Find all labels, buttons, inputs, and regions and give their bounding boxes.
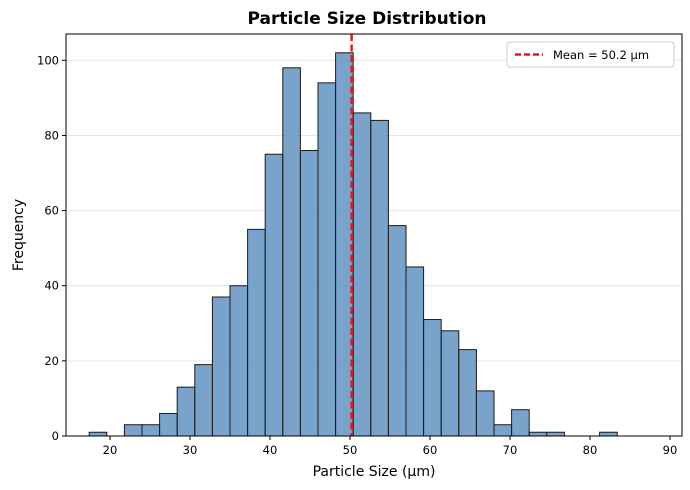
x-tick-label: 20: [103, 443, 118, 457]
x-tick-label: 30: [183, 443, 198, 457]
x-tick-label: 70: [503, 443, 518, 457]
histogram-bar: [229, 285, 249, 437]
y-tick-label: 20: [44, 354, 59, 368]
x-tick-label: 50: [343, 443, 358, 457]
histogram-bar: [370, 119, 389, 437]
histogram-bar: [405, 266, 425, 437]
y-axis-ticks: 0 20 40 60 80 100: [37, 53, 66, 443]
histogram-bar: [546, 431, 565, 437]
histogram-bar: [423, 319, 442, 437]
histogram-bar: [88, 431, 108, 437]
histogram-bar: [317, 82, 337, 437]
histogram-bar: [282, 67, 301, 437]
histogram-bar: [264, 153, 284, 437]
plot-frame: [65, 33, 683, 437]
x-axis-ticks: 20 30 40 50 60 70 80 90: [103, 436, 678, 457]
y-tick-label: 60: [44, 204, 59, 218]
histogram-bar: [475, 390, 495, 437]
histogram-bar: [599, 431, 618, 437]
histogram-bar: [211, 296, 231, 437]
histogram-bar: [528, 431, 548, 437]
histogram-bar: [440, 330, 460, 437]
x-axis-label: Particle Size (µm): [313, 464, 436, 480]
histogram-bars: [88, 52, 618, 437]
histogram-bar: [123, 424, 143, 437]
histogram-bar: [176, 386, 196, 437]
histogram-bar: [458, 349, 477, 437]
y-tick-label: 0: [52, 429, 59, 443]
histogram-bar: [493, 424, 513, 437]
histogram-bar: [299, 149, 319, 437]
legend: Mean = 50.2 µm: [506, 41, 675, 68]
histogram-bar: [247, 228, 266, 437]
legend-mean-label: Mean = 50.2 µm: [553, 48, 649, 62]
x-tick-label: 40: [263, 443, 278, 457]
chart-title: Particle Size Distribution: [248, 9, 487, 29]
legend-box: [506, 41, 675, 68]
histogram-bar: [141, 424, 161, 437]
histogram-bar: [387, 225, 407, 437]
histogram-bar: [352, 112, 372, 437]
x-tick-label: 80: [583, 443, 598, 457]
x-tick-label: 90: [663, 443, 678, 457]
y-tick-label: 40: [44, 279, 59, 293]
y-axis-label: Frequency: [11, 199, 27, 271]
x-tick-label: 60: [423, 443, 438, 457]
histogram-bar: [194, 364, 213, 437]
y-tick-label: 80: [44, 128, 59, 142]
y-tick-label: 100: [37, 53, 59, 67]
histogram-bar: [511, 409, 530, 437]
histogram-bar: [159, 412, 178, 437]
